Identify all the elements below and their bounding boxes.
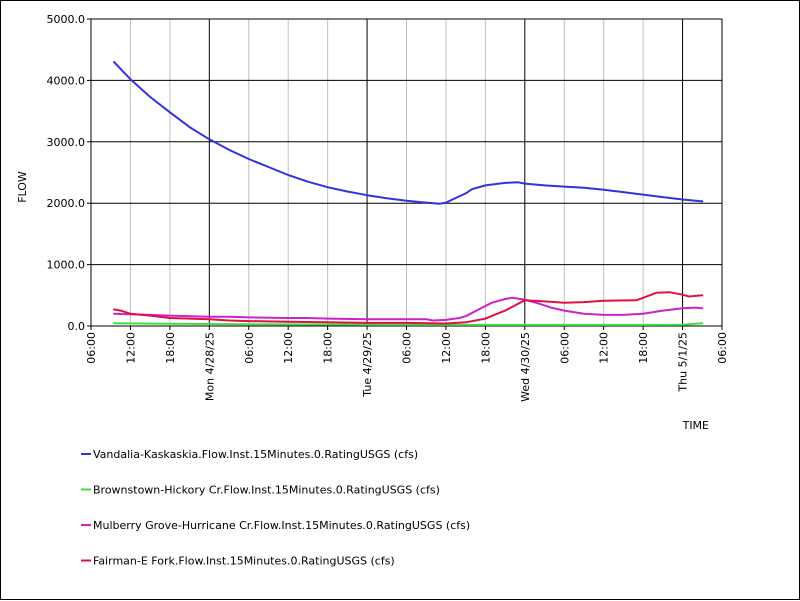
y-axis-ticks: 0.0 1000.0 2000.0 3000.0 4000.0 5000.0 (47, 13, 91, 333)
series-line-2 (113, 296, 704, 322)
x-tick-label: 18:00 (322, 332, 335, 364)
series-line-1 (113, 322, 704, 326)
y-tick-label: 4000.0 (47, 74, 86, 87)
grid-lines (91, 19, 722, 326)
x-tick-label: 18:00 (479, 332, 492, 364)
y-tick-label: 0.0 (68, 320, 86, 333)
y-tick-label: 3000.0 (47, 136, 86, 149)
legend: Vandalia-Kaskaskia.Flow.Inst.15Minutes.0… (81, 448, 470, 568)
x-tick-label: 06:00 (401, 332, 414, 364)
x-tick-label: Tue 4/29/25 (361, 332, 374, 398)
x-axis-ticks: 06:00 12:00 18:00 Mon 4/28/25 06:00 12:00 18:0… (85, 326, 729, 402)
y-tick-label: 1000.0 (47, 259, 86, 272)
x-tick-label: 12:00 (282, 332, 295, 364)
legend-label-3: Fairman-E Fork.Flow.Inst.15Minutes.0.Rat… (93, 555, 395, 568)
x-tick-label: 12:00 (440, 332, 453, 364)
series-lines (113, 61, 704, 326)
x-tick-label: Thu 5/1/25 (677, 332, 690, 393)
x-axis-title: TIME (682, 419, 709, 432)
x-tick-label: 06:00 (558, 332, 571, 364)
y-tick-label: 5000.0 (47, 13, 86, 26)
x-tick-label: 18:00 (164, 332, 177, 364)
x-tick-label: 06:00 (85, 332, 98, 364)
x-tick-label: 06:00 (716, 332, 729, 364)
legend-label-1: Brownstown-Hickory Cr.Flow.Inst.15Minute… (93, 484, 440, 497)
legend-label-0: Vandalia-Kaskaskia.Flow.Inst.15Minutes.0… (93, 448, 418, 461)
series-line-0 (113, 61, 704, 205)
x-tick-label: Wed 4/30/25 (519, 332, 532, 402)
x-tick-label: 06:00 (243, 332, 256, 364)
x-tick-label: 12:00 (598, 332, 611, 364)
legend-label-2: Mulberry Grove-Hurricane Cr.Flow.Inst.15… (93, 519, 470, 532)
x-tick-label: 18:00 (637, 332, 650, 364)
y-tick-label: 2000.0 (47, 197, 86, 210)
x-tick-label: 12:00 (124, 332, 137, 364)
y-axis-title: FLOW (16, 171, 29, 203)
x-tick-label: Mon 4/28/25 (203, 332, 216, 401)
series-line-3 (113, 291, 704, 325)
